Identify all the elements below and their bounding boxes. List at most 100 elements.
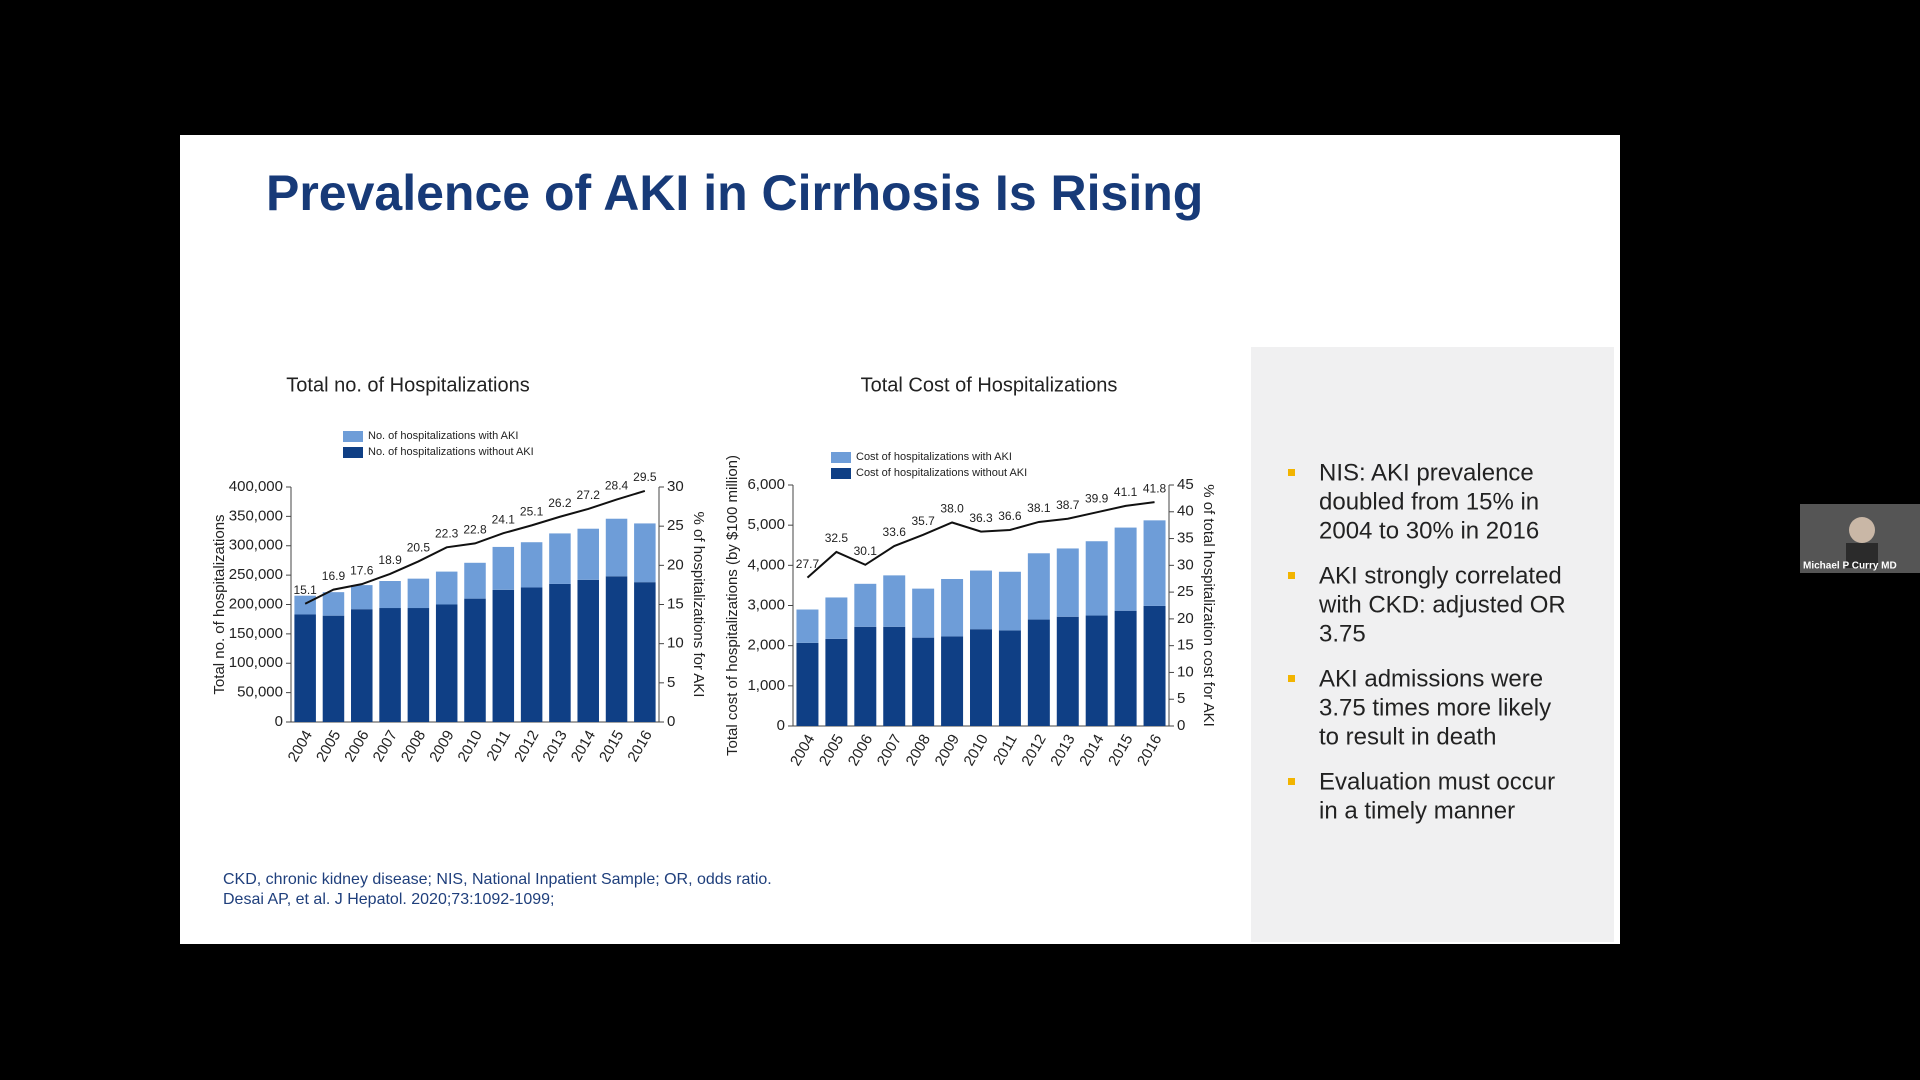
bar <box>634 582 656 722</box>
y2-tick-label: 15 <box>1177 637 1194 654</box>
data-label: 24.1 <box>492 512 516 526</box>
data-label: 28.4 <box>605 479 629 493</box>
bar <box>549 533 571 584</box>
y-tick-label: 0 <box>275 713 283 730</box>
bar <box>577 579 599 722</box>
y-tick-label: 400,000 <box>229 478 283 495</box>
bar <box>1027 619 1050 726</box>
data-label: 38.1 <box>1027 501 1051 515</box>
y-tick-label: 250,000 <box>229 566 283 583</box>
y-tick-label: 200,000 <box>229 595 283 612</box>
bar <box>998 571 1021 631</box>
bar <box>322 615 345 722</box>
legend-label: Cost of hospitalizations without AKI <box>856 467 1027 479</box>
bar <box>1056 548 1079 617</box>
y-tick-label: 350,000 <box>229 507 283 524</box>
bar <box>435 571 458 605</box>
data-label: 27.7 <box>796 557 820 571</box>
bar <box>854 583 877 627</box>
bar <box>322 592 345 616</box>
bar <box>883 626 906 726</box>
y2-tick-label: 10 <box>1177 663 1194 680</box>
bullet-marker <box>1288 572 1295 579</box>
bar <box>464 598 486 722</box>
bar <box>941 636 964 726</box>
participant-face <box>1849 517 1875 543</box>
bar <box>492 546 515 590</box>
y2-tick-label: 30 <box>667 478 684 495</box>
bullet-text: 2004 to 30% in 2016 <box>1319 517 1539 544</box>
data-label: 41.8 <box>1143 481 1167 495</box>
bar <box>1143 520 1166 606</box>
bar <box>492 589 515 722</box>
bar <box>351 585 373 610</box>
y-tick-label: 300,000 <box>229 537 283 554</box>
bar <box>796 609 819 643</box>
bullet-text: in a timely manner <box>1319 797 1515 824</box>
bar <box>912 637 935 726</box>
line <box>304 489 646 605</box>
y2-tick-label: 45 <box>1177 476 1194 493</box>
chart-title: Total no. of Hospitalizations <box>286 374 529 396</box>
bar <box>520 542 543 588</box>
bar <box>1085 541 1108 616</box>
participant-body <box>1846 543 1878 568</box>
bullet-text: doubled from 15% in <box>1319 488 1539 515</box>
legend-label: Cost of hospitalizations with AKI <box>856 451 1012 463</box>
bullet-text: 3.75 <box>1319 620 1366 647</box>
bar <box>549 583 571 722</box>
side-panel <box>1251 347 1614 942</box>
y2-tick-label: 20 <box>667 556 684 573</box>
y2-tick-label: 40 <box>1177 503 1194 520</box>
data-label: 29.5 <box>633 470 657 484</box>
bar <box>520 587 543 722</box>
bar <box>970 629 992 726</box>
bullet-marker <box>1288 469 1295 476</box>
bullet-text: NIS: AKI prevalence <box>1319 459 1534 486</box>
legend-swatch <box>831 452 851 463</box>
y-axis-label: Total cost of hospitalizations (by $100 … <box>724 455 741 756</box>
bullet-text: with CKD: adjusted OR <box>1318 591 1566 618</box>
y-tick-label: 2,000 <box>747 637 785 654</box>
bar <box>407 608 430 722</box>
data-label: 16.9 <box>322 569 346 583</box>
participant-name: Michael P Curry MD <box>1803 561 1897 572</box>
data-label: 32.5 <box>825 531 849 545</box>
data-label: 18.9 <box>378 553 402 567</box>
y2-tick-label: 0 <box>1177 717 1185 734</box>
bar <box>941 578 964 637</box>
data-label: 26.2 <box>548 496 572 510</box>
legend-label: No. of hospitalizations without AKI <box>368 446 534 458</box>
bullet-text: to result in death <box>1319 723 1496 750</box>
data-label: 36.6 <box>998 509 1022 523</box>
bar <box>294 595 316 615</box>
data-label: 41.1 <box>1114 485 1138 499</box>
bar <box>464 562 486 599</box>
data-label: 33.6 <box>883 525 907 539</box>
bar <box>912 588 935 638</box>
data-label: 22.3 <box>435 526 459 540</box>
bullet-text: AKI strongly correlated <box>1319 562 1562 589</box>
footnote: Desai AP, et al. J Hepatol. 2020;73:1092… <box>223 891 555 908</box>
y2-tick-label: 5 <box>1177 690 1185 707</box>
bar <box>605 576 628 722</box>
bar <box>1027 553 1050 620</box>
bar <box>605 518 628 577</box>
bar <box>435 604 458 722</box>
y-tick-label: 3,000 <box>747 596 785 613</box>
data-label: 25.1 <box>520 505 544 519</box>
bar <box>883 575 906 627</box>
bar <box>1143 605 1166 726</box>
data-label: 39.9 <box>1085 491 1109 505</box>
y2-tick-label: 30 <box>1177 556 1194 573</box>
legend-swatch <box>343 431 363 442</box>
chart-title: Total Cost of Hospitalizations <box>861 374 1118 396</box>
y2-tick-label: 25 <box>667 517 684 534</box>
bullet-text: 3.75 times more likely <box>1319 694 1551 721</box>
data-label: 36.3 <box>969 511 993 525</box>
data-label: 38.0 <box>940 502 964 516</box>
data-label: 30.1 <box>854 544 878 558</box>
legend-swatch <box>343 447 363 458</box>
